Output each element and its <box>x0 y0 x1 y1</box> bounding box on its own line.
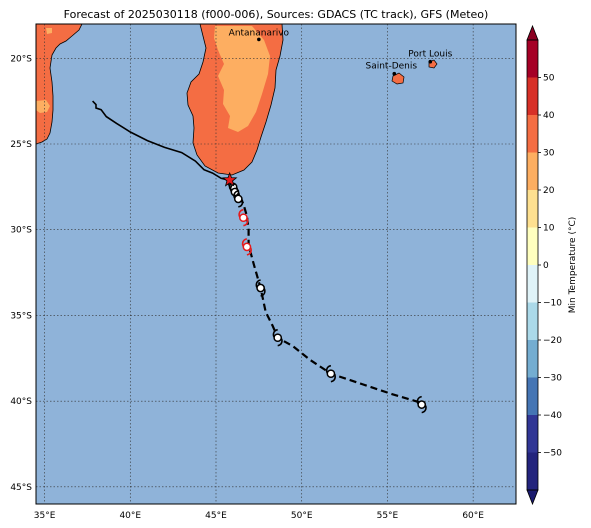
colorbar-tick-labels: 50 40 30 20 10 0 −10 −20 −30 −40 −50 <box>538 74 562 459</box>
past-track-line <box>92 100 241 198</box>
colorbar-bin <box>527 77 538 116</box>
city-port-louis: Port Louis <box>408 50 453 64</box>
lon-tick-label: 50°E <box>291 511 313 521</box>
colorbar-tick-label: 10 <box>543 224 555 234</box>
map-title: Forecast of 2025030118 (f000-006), Sourc… <box>64 8 489 21</box>
colorbar-bin <box>527 40 538 78</box>
city-label-port-louis: Port Louis <box>408 50 452 60</box>
lat-tick-label: 30°S <box>10 226 32 236</box>
reunion-island <box>391 72 405 85</box>
lon-tick-label: 55°E <box>377 511 399 521</box>
colorbar: 50 40 30 20 10 0 −10 −20 −30 −40 −50 Min Temperatu… <box>526 24 578 506</box>
colorbar-bin <box>527 415 538 453</box>
colorbar-tick-label: 20 <box>543 186 555 196</box>
lat-tick-label: 45°S <box>10 483 32 493</box>
colorbar-tick-label: −20 <box>543 336 562 346</box>
colorbar-label: Min Temperature (°C) <box>568 217 578 314</box>
lat-tick-label: 25°S <box>10 140 32 150</box>
storm-markers <box>228 178 427 414</box>
storm-symbol-icon <box>272 328 283 347</box>
storm-symbol-icon <box>238 208 249 227</box>
storm-symbol-icon <box>255 279 266 297</box>
colorbar-bin <box>527 340 538 378</box>
storm-symbol-icon <box>416 395 427 414</box>
storm-symbol-icon <box>325 364 336 383</box>
storm-symbol-icon <box>241 238 252 256</box>
colorbar-tick-label: 0 <box>543 261 549 271</box>
colorbar-tick-label: −30 <box>543 374 562 384</box>
colorbar-tick-label: 40 <box>543 111 555 121</box>
storm-symbol-icon <box>233 190 244 208</box>
colorbar-tick-label: −10 <box>543 299 562 309</box>
map-panel: Antananarivo Port Louis Saint-Denis <box>35 23 517 505</box>
africa-land <box>36 24 83 145</box>
colorbar-bin <box>527 227 538 266</box>
colorbar-tick-label: −50 <box>543 449 562 459</box>
city-antananarivo: Antananarivo <box>229 28 290 42</box>
colorbar-bin <box>527 452 538 491</box>
colorbar-tick-label: 50 <box>543 74 555 84</box>
lat-tick-label: 35°S <box>10 311 32 321</box>
colorbar-bin <box>527 377 538 416</box>
lat-tick-label: 20°S <box>10 54 32 64</box>
colorbar-extend-top <box>526 24 539 41</box>
colorbar-bins <box>527 40 538 491</box>
colorbar-bin <box>527 152 538 191</box>
colorbar-bin <box>527 302 538 341</box>
lon-tick-label: 45°E <box>205 511 227 521</box>
africa-warm-patch-2 <box>46 28 52 34</box>
lat-tick-label: 40°S <box>10 397 32 407</box>
colorbar-bin <box>527 265 538 303</box>
city-saint-denis: Saint-Denis <box>365 62 417 76</box>
colorbar-tick-label: −40 <box>543 411 562 421</box>
colorbar-tick-label: 30 <box>543 149 555 159</box>
city-label-saint-denis: Saint-Denis <box>365 62 417 72</box>
colorbar-bin <box>527 190 538 228</box>
madagascar-warm-area <box>214 26 270 132</box>
africa-warm-patch <box>36 100 50 113</box>
ocean-background <box>36 24 516 504</box>
map-frame <box>35 23 517 505</box>
latitude-tick-labels: 20°S 25°S 30°S 35°S 40°S 45°S <box>10 54 32 493</box>
colorbar-bin <box>527 115 538 153</box>
current-position-star-icon <box>222 171 238 187</box>
city-label-antananarivo: Antananarivo <box>229 28 290 38</box>
lon-tick-label: 60°E <box>462 511 484 521</box>
gridlines <box>36 24 516 504</box>
longitude-tick-labels: 35°E 40°E 45°E 50°E 55°E 60°E <box>34 511 485 521</box>
lon-tick-label: 40°E <box>119 511 141 521</box>
lon-tick-label: 35°E <box>34 511 56 521</box>
colorbar-extend-bottom <box>526 489 539 506</box>
